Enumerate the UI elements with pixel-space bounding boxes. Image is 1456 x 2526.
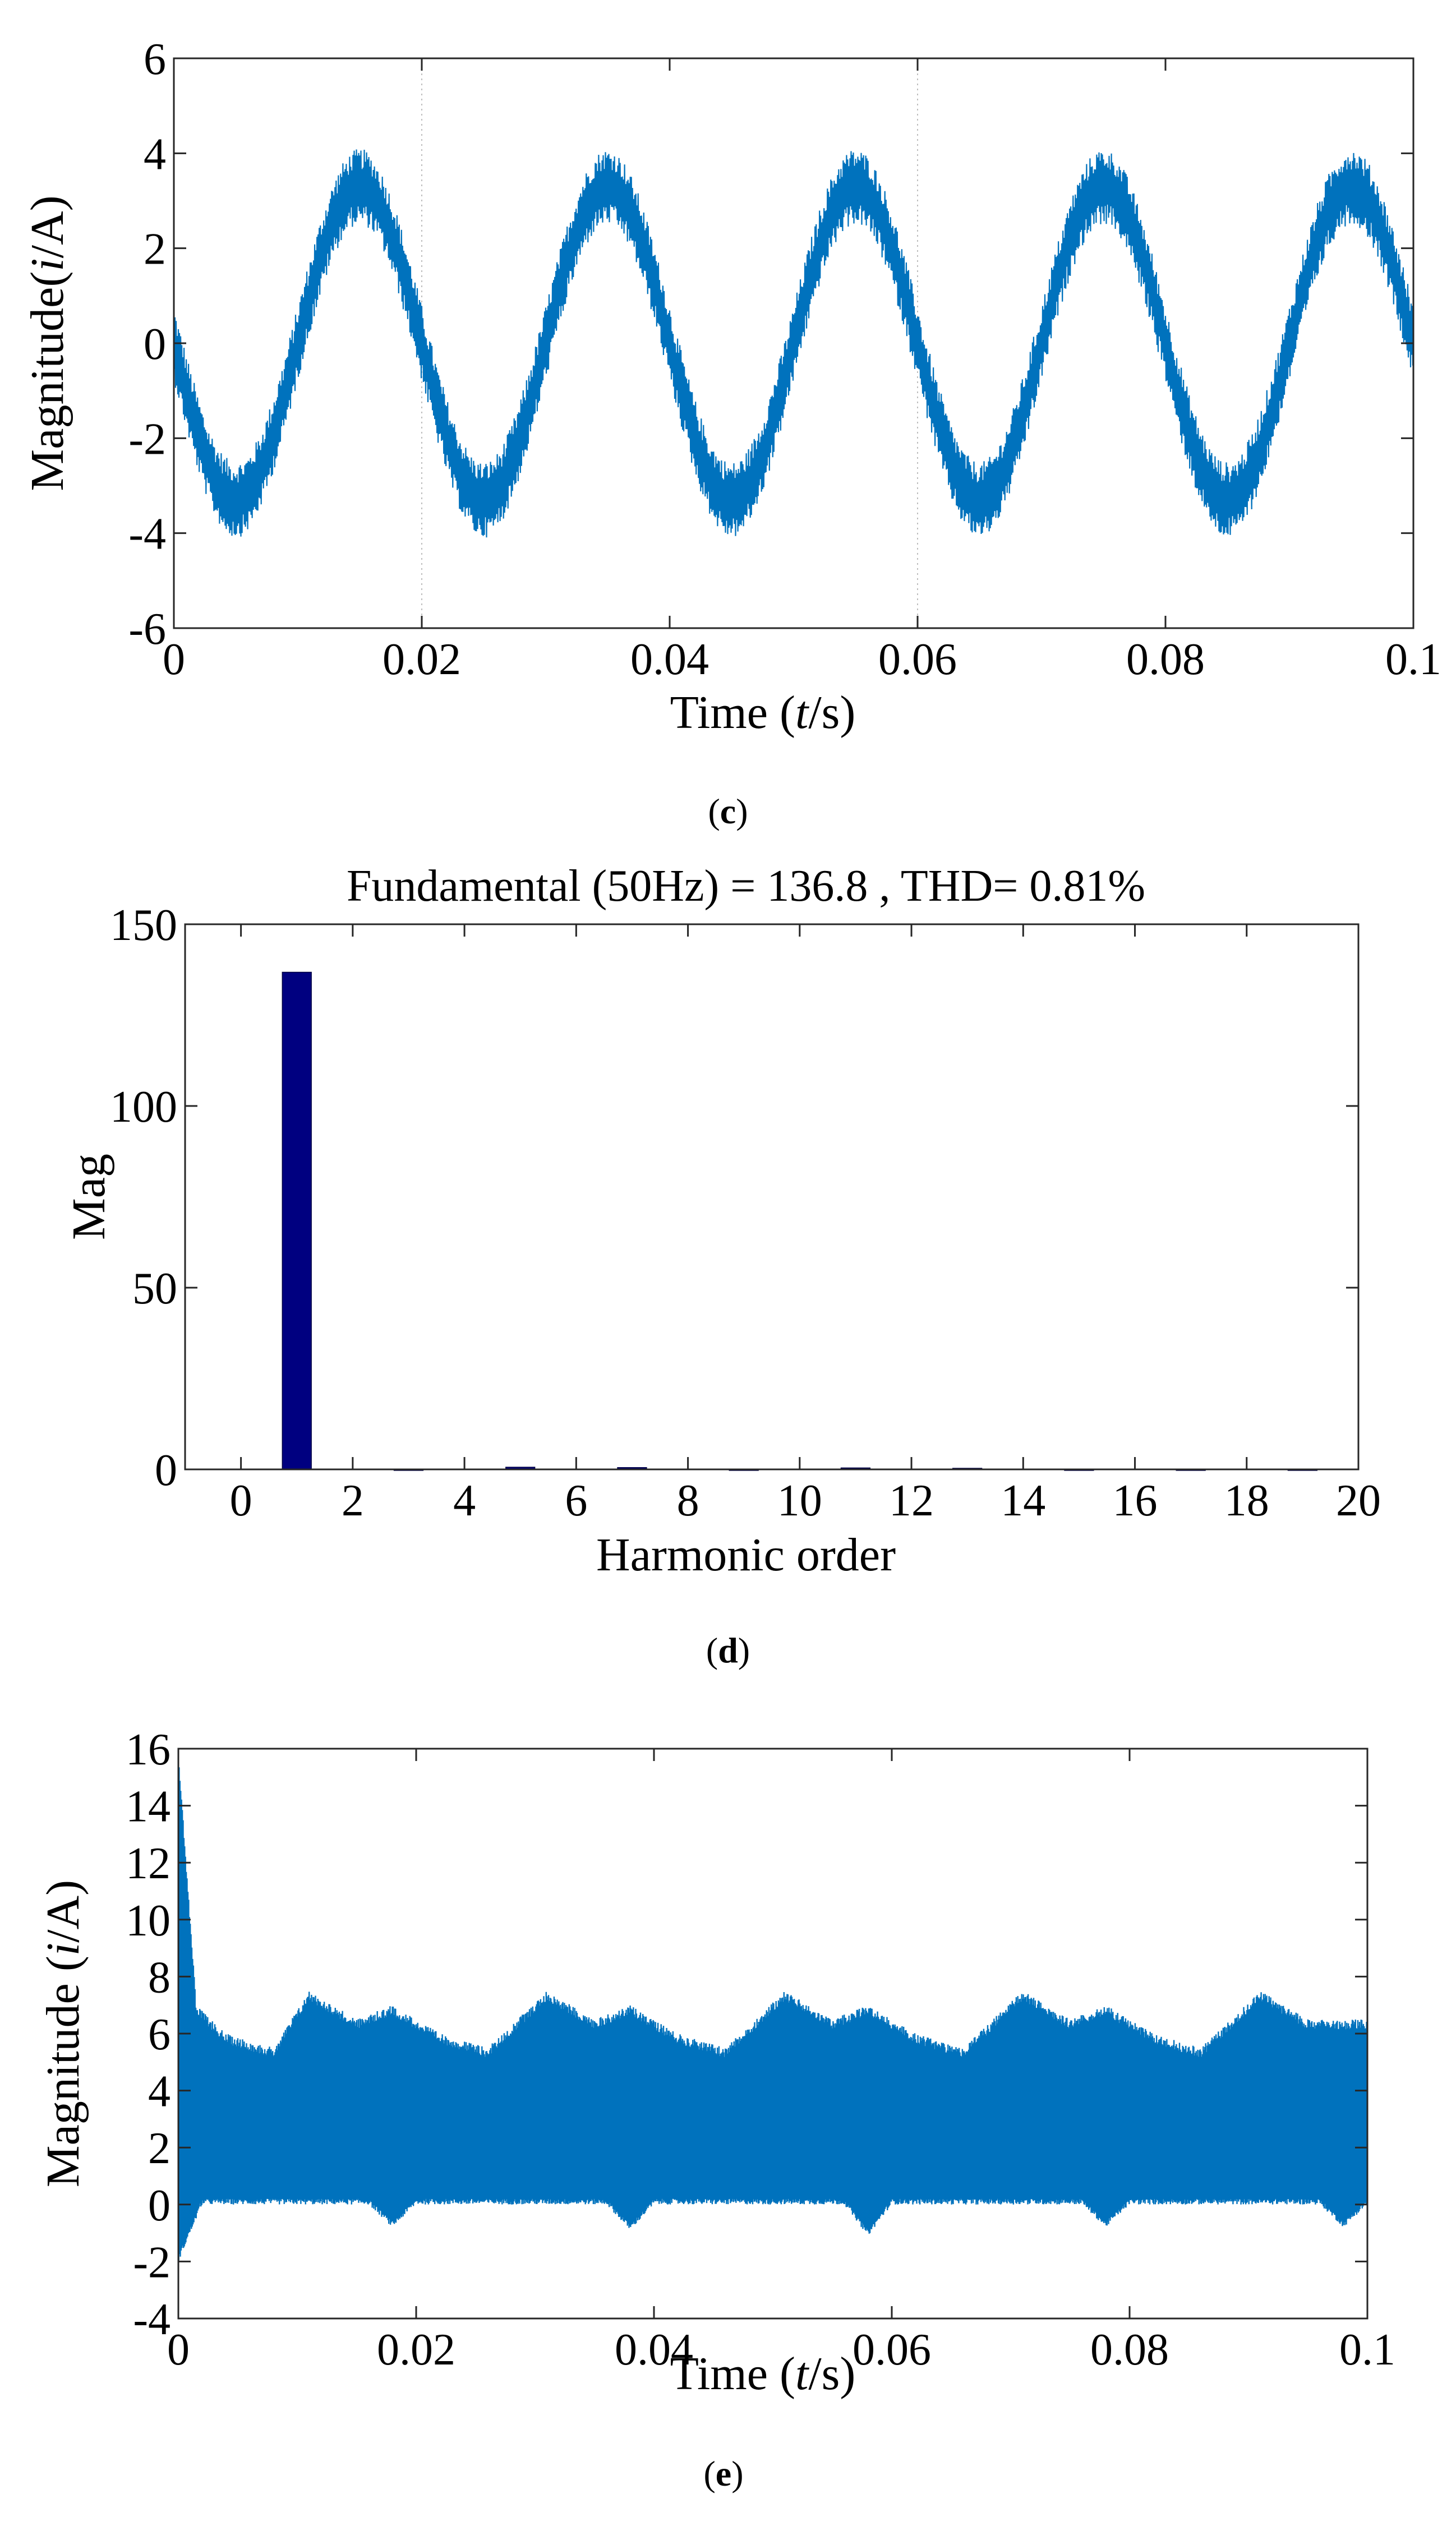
d-x-tick-label: 16 — [1113, 1476, 1158, 1525]
e-y-tick-label: 8 — [148, 1953, 171, 2002]
e-x-tick-label: 0.08 — [1090, 2325, 1169, 2375]
chart-e: 16 14 12 10 8 6 4 2 0 -2 -4 0 0.02 0.04 0.06 0.08 0.1 M… — [37, 1725, 1395, 2493]
chart-e-x-ticks: 0 0.02 0.04 0.06 0.08 0.1 — [167, 1749, 1395, 2375]
c-x-tick-label: 0.06 — [878, 635, 957, 684]
d-x-tick-label: 2 — [342, 1476, 364, 1525]
c-x-tick-label: 0.04 — [630, 635, 709, 684]
chart-d-bar-harmonic-1 — [282, 971, 312, 1470]
d-x-tick-label: 8 — [677, 1476, 699, 1525]
d-y-tick-label: 0 — [155, 1446, 177, 1495]
e-x-tick-label: 0.1 — [1339, 2325, 1395, 2375]
c-x-tick-label: 0.1 — [1385, 635, 1441, 684]
d-x-tick-label: 0 — [230, 1476, 252, 1525]
chart-e-x-axis-label: Time (t/s) — [670, 2348, 856, 2400]
d-x-tick-label: 10 — [777, 1476, 822, 1525]
d-x-tick-label: 14 — [1001, 1476, 1045, 1525]
c-y-tick-label: -4 — [128, 510, 166, 559]
chart-c: 6 4 2 0 -2 -4 -6 0 0.02 0.04 0.06 0.08 0.1 Magnitud… — [21, 35, 1441, 831]
chart-d-y-ticks: 150 100 50 0 — [110, 901, 1358, 1495]
d-x-tick-label: 6 — [565, 1476, 587, 1525]
chart-c-x-axis-label: Time (t/s) — [670, 686, 856, 739]
c-x-tick-label: 0 — [163, 635, 185, 684]
e-x-tick-label: 0.04 — [615, 2325, 693, 2375]
chart-d-axes-frame — [184, 923, 1360, 1471]
chart-d-title: Fundamental (50Hz) = 136.8 , THD= 0.81% — [347, 861, 1145, 911]
e-y-tick-label: 2 — [148, 2124, 171, 2173]
e-x-tick-label: 0 — [167, 2325, 190, 2375]
d-x-tick-label: 18 — [1224, 1476, 1269, 1525]
e-x-tick-label: 0.06 — [853, 2325, 931, 2375]
chart-c-panel-caption: (c) — [708, 791, 748, 831]
d-y-tick-label: 50 — [132, 1264, 177, 1313]
chart-d-x-ticks: 0 2 4 6 8 10 12 14 16 18 20 — [230, 924, 1381, 1525]
c-x-tick-label: 0.08 — [1126, 635, 1205, 684]
chart-c-series-line — [173, 149, 1414, 538]
chart-d-x-axis-label: Harmonic order — [596, 1529, 896, 1581]
d-y-tick-label: 150 — [110, 901, 177, 950]
e-y-tick-label: 14 — [126, 1782, 171, 1832]
chart-e-plot-area — [177, 1750, 1369, 2261]
chart-d-y-axis-label: Mag — [63, 1154, 115, 1240]
chart-e-y-axis-label: Magnitude (i/A) — [37, 1880, 89, 2187]
c-y-tick-label: 4 — [144, 130, 166, 179]
chart-c-plot-area — [173, 58, 1414, 628]
e-y-tick-label: -4 — [133, 2295, 171, 2344]
e-y-tick-label: -2 — [133, 2238, 171, 2287]
chart-c-y-ticks: 6 4 2 0 -2 -4 -6 — [128, 35, 1413, 654]
chart-d-panel-caption: (d) — [706, 1630, 750, 1670]
e-x-tick-label: 0.02 — [377, 2325, 455, 2375]
c-y-tick-label: 0 — [144, 320, 166, 369]
e-y-tick-label: 10 — [126, 1896, 171, 1946]
e-y-tick-label: 4 — [148, 2067, 171, 2117]
e-y-tick-label: 0 — [148, 2181, 171, 2230]
e-y-tick-label: 12 — [126, 1839, 171, 1888]
d-x-tick-label: 20 — [1336, 1476, 1381, 1525]
c-x-tick-label: 0.02 — [383, 635, 461, 684]
chart-c-x-ticks: 0 0.02 0.04 0.06 0.08 0.1 — [163, 58, 1441, 684]
c-y-tick-label: 6 — [144, 35, 166, 84]
chart-e-series-line — [177, 1750, 1369, 2261]
chart-e-panel-caption: (e) — [703, 2454, 743, 2493]
e-y-tick-label: 6 — [148, 2010, 171, 2059]
chart-d: Fundamental (50Hz) = 136.8 , THD= 0.81% … — [63, 861, 1381, 1670]
chart-c-y-axis-label: Magnitude(i/A) — [21, 195, 73, 491]
d-x-tick-label: 12 — [889, 1476, 934, 1525]
c-y-tick-label: 2 — [144, 225, 166, 274]
c-y-tick-label: -6 — [128, 605, 166, 654]
chart-d-plot-area — [282, 971, 1318, 1471]
chart-e-y-ticks: 16 14 12 10 8 6 4 2 0 -2 -4 — [126, 1725, 1367, 2344]
d-y-tick-label: 100 — [110, 1082, 177, 1132]
c-y-tick-label: -2 — [128, 414, 166, 464]
e-y-tick-label: 16 — [126, 1725, 171, 1774]
d-x-tick-label: 4 — [453, 1476, 476, 1525]
